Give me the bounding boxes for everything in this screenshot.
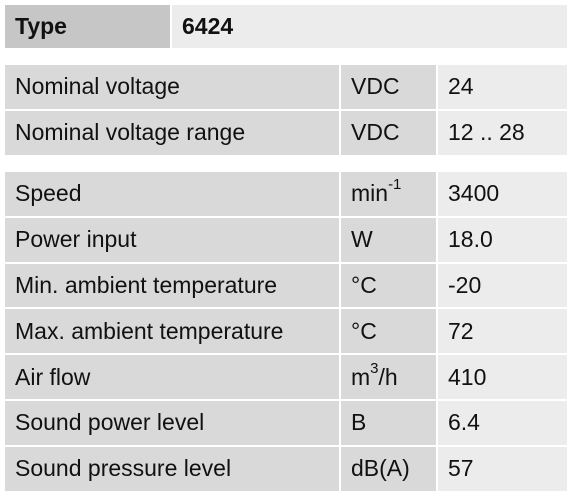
unit-sup: -1 [388,176,402,194]
row-label: Power input [5,217,339,262]
unit-sup: 3 [370,359,379,377]
row-label: Sound pressure level [5,446,339,491]
row-value: 57 [438,446,567,491]
unit-base: m [351,363,371,390]
row-value: 18.0 [438,217,567,262]
row-label: Speed [5,172,339,216]
row-value: 24 [438,65,567,109]
unit-tail: /h [378,363,398,390]
row-unit: VDC [341,110,436,155]
row-unit: dB(A) [341,446,436,491]
row-unit: min-1 [341,172,436,216]
type-key: Type [5,5,170,48]
row-value: 72 [438,309,567,354]
unit-base: min [351,180,389,207]
row-unit: VDC [341,65,436,109]
row-label: Sound power level [5,401,339,445]
row-unit: m3/h [341,355,436,399]
row-label: Nominal voltage [5,65,339,109]
row-value: -20 [438,263,567,308]
row-value: 6.4 [438,401,567,445]
row-unit: W [341,217,436,262]
row-label: Max. ambient temperature [5,309,339,354]
row-unit: B [341,401,436,445]
row-label: Air flow [5,355,339,399]
row-unit: °C [341,309,436,354]
row-unit: °C [341,263,436,308]
row-value: 410 [438,355,567,399]
row-value: 3400 [438,172,567,216]
type-value: 6424 [172,5,567,48]
row-label: Min. ambient temperature [5,263,339,308]
unit-text: min-1 [351,177,401,207]
row-value: 12 .. 28 [438,110,567,155]
unit-text: m3/h [351,361,398,391]
row-label: Nominal voltage range [5,110,339,155]
